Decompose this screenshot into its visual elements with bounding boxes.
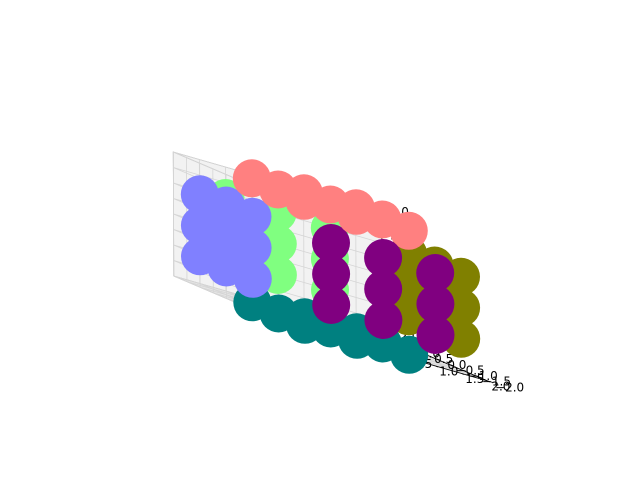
marker-series-1-point-1 (338, 320, 377, 359)
x-tick (461, 373, 465, 375)
y-tick (474, 374, 480, 378)
marker-series-5-point-0 (312, 286, 351, 324)
x-tick-label: 1.5 (465, 372, 484, 386)
marker-series-5-point-6 (312, 224, 350, 262)
marker-series-5-point-8 (416, 254, 455, 292)
y-tick-label: −1.5 (482, 375, 511, 389)
scatter-markers (180, 159, 481, 374)
marker-series-5-point-4 (364, 270, 403, 308)
marker-series-0-point-0 (285, 181, 324, 220)
marker-series-0-point-2 (389, 211, 428, 250)
y-tick-label: 0.0 (447, 358, 466, 372)
x-tick (487, 380, 491, 383)
marker-series-1-point-2 (390, 335, 429, 374)
marker-series-5-point-5 (416, 285, 455, 323)
marker-series-5-point-7 (364, 239, 403, 277)
marker-series-2-point-3 (233, 228, 272, 267)
x-tick-label: 1.0 (439, 365, 458, 379)
marker-series-5-point-3 (312, 255, 351, 293)
y-tick (448, 363, 453, 366)
y-tick-label: −2.0 (495, 380, 524, 394)
x-tick-label: 2.0 (491, 380, 510, 394)
y-tick (461, 369, 467, 372)
marker-series-5-point-1 (364, 301, 403, 339)
marker-series-2-point-6 (233, 197, 272, 236)
marker-series-0-point-1 (337, 196, 376, 235)
y-tick-label: −1.0 (469, 369, 498, 383)
y-tick-label: 0.5 (434, 352, 453, 366)
x-tick (435, 365, 439, 368)
marker-series-2-point-0 (233, 259, 272, 298)
marker-series-5-point-2 (416, 316, 455, 354)
y-tick (434, 358, 440, 361)
marker-series-1-point-0 (286, 305, 324, 344)
